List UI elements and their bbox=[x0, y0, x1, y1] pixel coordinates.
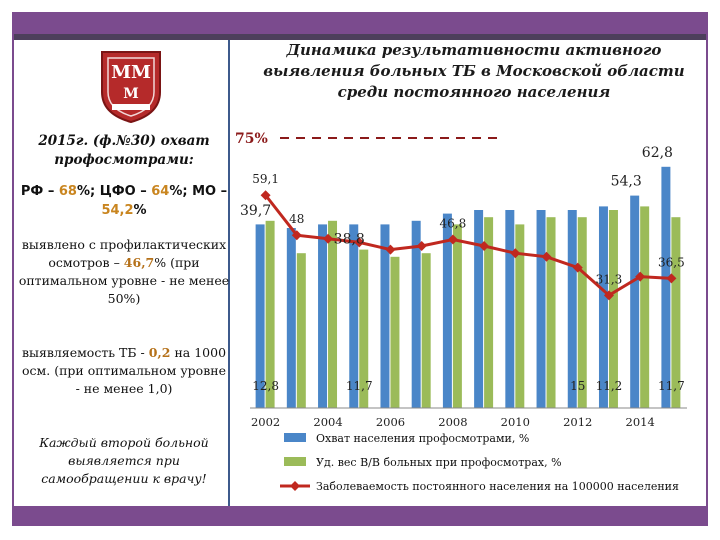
incidence-point-2012 bbox=[572, 262, 583, 273]
data-label-2: 46,8 bbox=[440, 217, 467, 231]
cfo-value: 64 bbox=[151, 184, 170, 199]
bar-share-2008 bbox=[452, 224, 462, 408]
bar-share-2009 bbox=[484, 217, 494, 408]
data-label-3: 31,3 bbox=[596, 272, 623, 286]
x-tick-2002: 2002 bbox=[251, 415, 280, 429]
legend-swatch-1 bbox=[284, 457, 306, 466]
coverage-heading: 2015г. (ф.№30) охват профосмотрами: bbox=[38, 133, 210, 168]
legend-label-1: Уд. вес В/В больных при профосмотрах, % bbox=[316, 456, 562, 469]
svg-text:ММ: ММ bbox=[111, 62, 151, 83]
incidence-point-2002 bbox=[260, 190, 271, 201]
bar-share-2003 bbox=[296, 253, 306, 408]
legend-swatch-0 bbox=[284, 433, 306, 442]
data-label-13: 11,7 bbox=[658, 379, 685, 393]
data-label-6: 38,8 bbox=[334, 232, 365, 248]
detected-text: выявлено с профилактических осмотров – 4… bbox=[18, 236, 230, 308]
bar-coverage-2005 bbox=[349, 224, 359, 408]
data-label-1: 48 bbox=[289, 212, 304, 226]
incidence-point-2014 bbox=[635, 271, 646, 282]
data-label-12: 11,2 bbox=[596, 379, 623, 393]
bar-share-2004 bbox=[328, 220, 338, 408]
cfo-label: %; ЦФО – bbox=[76, 184, 152, 199]
detected-suffix: % (при оптимальном уровне - не менее 50%… bbox=[18, 255, 230, 306]
legend-label-0: Охват населения профосмотрами, % bbox=[316, 432, 529, 445]
bar-coverage-2013 bbox=[598, 206, 608, 408]
x-tick-2012: 2012 bbox=[563, 415, 592, 429]
bar-coverage-2014 bbox=[630, 195, 640, 408]
bar-coverage-2015 bbox=[661, 166, 671, 408]
incidence-point-2011 bbox=[541, 251, 552, 262]
frame-bottom-bar bbox=[12, 506, 708, 526]
incidence-point-2006 bbox=[385, 244, 396, 255]
detection-rate-text: выявляемость ТБ - 0,2 на 1000 осм. (при … bbox=[18, 344, 230, 398]
x-tick-2010: 2010 bbox=[501, 415, 530, 429]
legend-marker-2 bbox=[290, 481, 300, 491]
bar-share-2013 bbox=[608, 210, 618, 408]
bar-coverage-2004 bbox=[318, 224, 328, 408]
bar-share-2002 bbox=[265, 220, 275, 408]
rate-suffix: на 1000 осм. (при оптимальном уровне - н… bbox=[22, 345, 227, 396]
incidence-point-2004 bbox=[323, 233, 334, 244]
x-tick-2004: 2004 bbox=[313, 415, 342, 429]
rate-value: 0,2 bbox=[148, 345, 171, 360]
data-label-4: 36,5 bbox=[658, 255, 685, 269]
bar-coverage-2006 bbox=[380, 224, 390, 408]
bar-coverage-2002 bbox=[255, 224, 265, 408]
data-label-11: 15 bbox=[570, 379, 585, 393]
rf-label: РФ – bbox=[20, 184, 59, 199]
bar-share-2010 bbox=[515, 224, 525, 408]
left-panel: ММ М 2015г. (ф.№30) охват профосмотрами:… bbox=[14, 40, 230, 506]
detected-value: 46,7 bbox=[123, 255, 155, 270]
bar-share-2011 bbox=[546, 217, 556, 408]
combo-chart: 75% 59,1 48 46,8 31,3 36,5 39,7 38,8 54,362,8 12,… bbox=[235, 131, 687, 493]
bar-coverage-2008 bbox=[442, 213, 452, 408]
bar-share-2006 bbox=[390, 256, 400, 408]
frame-top-shadow bbox=[14, 34, 706, 40]
x-tick-2008: 2008 bbox=[438, 415, 467, 429]
x-tick-2006: 2006 bbox=[376, 415, 405, 429]
incidence-point-2013 bbox=[603, 290, 614, 301]
incidence-point-2003 bbox=[291, 230, 302, 241]
data-label-8: 62,8 bbox=[642, 145, 673, 161]
data-label-0: 59,1 bbox=[252, 172, 279, 186]
bar-share-2012 bbox=[577, 217, 587, 408]
incidence-point-2007 bbox=[416, 241, 427, 251]
bar-share-2015 bbox=[671, 217, 681, 408]
data-label-10: 11,7 bbox=[346, 379, 373, 393]
bar-coverage-2011 bbox=[536, 210, 546, 408]
svg-text:М: М bbox=[123, 86, 139, 102]
data-label-7: 54,3 bbox=[611, 174, 642, 190]
institution-logo: ММ М bbox=[101, 51, 161, 124]
rf-value: 68 bbox=[58, 184, 77, 199]
bar-share-2014 bbox=[640, 206, 650, 408]
chart-title: Динамика результативности активного выяв… bbox=[263, 41, 685, 101]
mo-pct: % bbox=[133, 203, 147, 218]
self-referral-note: Каждый второй больной выявляется при сам… bbox=[39, 435, 209, 486]
incidence-line bbox=[264, 194, 672, 298]
incidence-point-2008 bbox=[447, 234, 458, 245]
incidence-point-2009 bbox=[479, 241, 490, 251]
mo-value: 54,2 bbox=[101, 203, 134, 218]
bar-coverage-2007 bbox=[411, 220, 421, 408]
detected-prefix: выявлено с профилактических осмотров – bbox=[21, 237, 227, 270]
data-label-5: 39,7 bbox=[240, 203, 271, 219]
incidence-point-2015 bbox=[666, 273, 677, 284]
coverage-stats: РФ – 68%; ЦФО – 64%; МО – 54,2% bbox=[18, 182, 230, 220]
frame-top-bar bbox=[12, 12, 708, 34]
bar-share-2007 bbox=[421, 253, 431, 408]
frame-left bbox=[12, 12, 14, 526]
data-label-9: 12,8 bbox=[252, 379, 279, 393]
bar-coverage-2012 bbox=[567, 210, 577, 408]
x-tick-2014: 2014 bbox=[626, 415, 655, 429]
bar-coverage-2003 bbox=[286, 228, 296, 408]
frame-right bbox=[706, 12, 708, 526]
bar-coverage-2010 bbox=[505, 210, 515, 408]
incidence-point-2005 bbox=[354, 237, 365, 248]
mo-label: %; МО – bbox=[169, 184, 228, 199]
bar-share-2005 bbox=[359, 249, 369, 408]
target-label: 75% bbox=[235, 131, 268, 147]
bar-coverage-2009 bbox=[474, 210, 484, 408]
legend-label-2: Заболеваемость постоянного населения на … bbox=[316, 480, 679, 493]
rate-prefix: выявляемость ТБ - bbox=[21, 345, 149, 360]
